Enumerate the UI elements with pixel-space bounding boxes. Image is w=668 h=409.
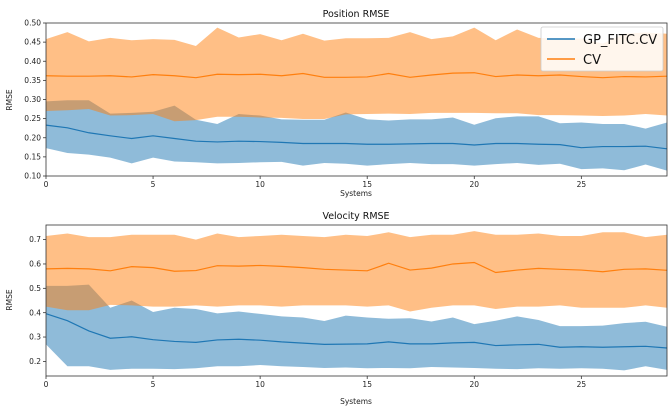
x-tick-label: 25: [577, 180, 587, 189]
mean-line-cv: [45, 72, 668, 79]
mean-line-gp: [45, 124, 668, 150]
y-tick-label: 0.35: [24, 76, 41, 85]
y-tick-label: 0.3: [29, 333, 41, 342]
confidence-bands: [46, 27, 667, 171]
x-axis-ticks: 0 5 10 15 20 25: [44, 376, 587, 389]
legend: GP_FITC.CV CV: [540, 26, 664, 72]
position-rmse-panel: Position RMSE 0 5 10 15 20 25 0.10 0.15 0.20 0.2…: [5, 9, 668, 198]
x-tick-label: 20: [470, 180, 480, 189]
mean-line-gp: [45, 313, 668, 349]
y-axis-label: RMSE: [5, 89, 14, 110]
band-cv: [46, 231, 667, 312]
x-tick-label: 20: [470, 380, 480, 389]
legend-box: [540, 26, 664, 72]
confidence-bands: [46, 231, 667, 371]
legend-label-gp: GP_FITC.CV: [583, 33, 657, 48]
y-tick-label: 0.40: [24, 57, 41, 66]
band-gp: [46, 100, 667, 171]
y-tick-label: 0.15: [24, 152, 41, 161]
x-tick-label: 15: [362, 380, 372, 389]
mean-lines: [45, 261, 668, 349]
x-axis-label: Systems: [340, 397, 372, 406]
mean-line-cv: [45, 261, 668, 274]
chart-title: Position RMSE: [323, 9, 390, 20]
x-tick-label: 5: [151, 180, 156, 189]
legend-label-cv: CV: [583, 53, 601, 68]
x-tick-label: 10: [255, 180, 265, 189]
x-axis-label: Systems: [340, 189, 372, 198]
y-tick-label: 0.45: [24, 38, 41, 47]
y-axis-ticks: 0.2 0.3 0.4 0.5 0.6 0.7: [29, 235, 46, 366]
y-tick-label: 0.6: [29, 260, 41, 269]
y-axis-label: RMSE: [5, 289, 14, 310]
x-tick-label: 10: [255, 380, 265, 389]
x-tick-label: 5: [151, 380, 156, 389]
x-tick-label: 0: [44, 380, 49, 389]
band-cv: [46, 27, 667, 122]
y-tick-label: 0.7: [29, 235, 41, 244]
y-tick-label: 0.25: [24, 114, 41, 123]
y-axis-ticks: 0.10 0.15 0.20 0.25 0.30 0.35 0.40 0.45 0.50: [24, 19, 46, 181]
y-tick-label: 0.10: [24, 172, 41, 181]
y-tick-label: 0.5: [29, 284, 41, 293]
x-tick-label: 15: [362, 180, 372, 189]
x-axis-ticks: 0 5 10 15 20 25: [44, 176, 587, 189]
y-tick-label: 0.4: [29, 308, 41, 317]
velocity-rmse-panel: Velocity RMSE 0 5 10 15 20 25 0.2 0.3 0.4 0.5 0.6…: [5, 211, 668, 406]
y-tick-label: 0.2: [29, 357, 41, 366]
y-tick-label: 0.50: [24, 19, 41, 28]
chart-title: Velocity RMSE: [322, 211, 389, 222]
plot-frame: [45, 224, 668, 377]
x-tick-label: 0: [44, 180, 49, 189]
y-tick-label: 0.20: [24, 133, 41, 142]
x-tick-label: 25: [577, 380, 587, 389]
y-tick-label: 0.30: [24, 95, 41, 104]
band-gp: [46, 284, 667, 371]
mean-lines: [45, 72, 668, 150]
